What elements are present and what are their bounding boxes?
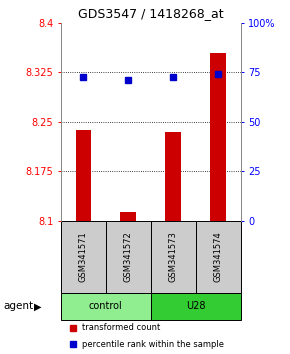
Bar (210, 53, 226, 221)
Bar (75, 130, 91, 221)
Text: control: control (89, 301, 123, 312)
Text: ▶: ▶ (34, 301, 41, 312)
Bar (165, 132, 181, 221)
Title: GDS3547 / 1418268_at: GDS3547 / 1418268_at (78, 7, 224, 21)
Text: U28: U28 (186, 301, 206, 312)
Bar (61, 293, 151, 320)
Bar (106, 221, 151, 293)
Bar (61, 221, 106, 293)
Text: GSM341573: GSM341573 (169, 232, 178, 282)
Bar (120, 212, 136, 221)
Text: GSM341572: GSM341572 (124, 232, 133, 282)
Text: agent: agent (3, 301, 33, 312)
Text: transformed count: transformed count (82, 323, 161, 332)
Bar (196, 221, 241, 293)
Text: GSM341574: GSM341574 (214, 232, 223, 282)
Text: percentile rank within the sample: percentile rank within the sample (82, 340, 224, 349)
Text: GSM341571: GSM341571 (79, 232, 88, 282)
Bar (151, 293, 241, 320)
Bar (151, 221, 196, 293)
